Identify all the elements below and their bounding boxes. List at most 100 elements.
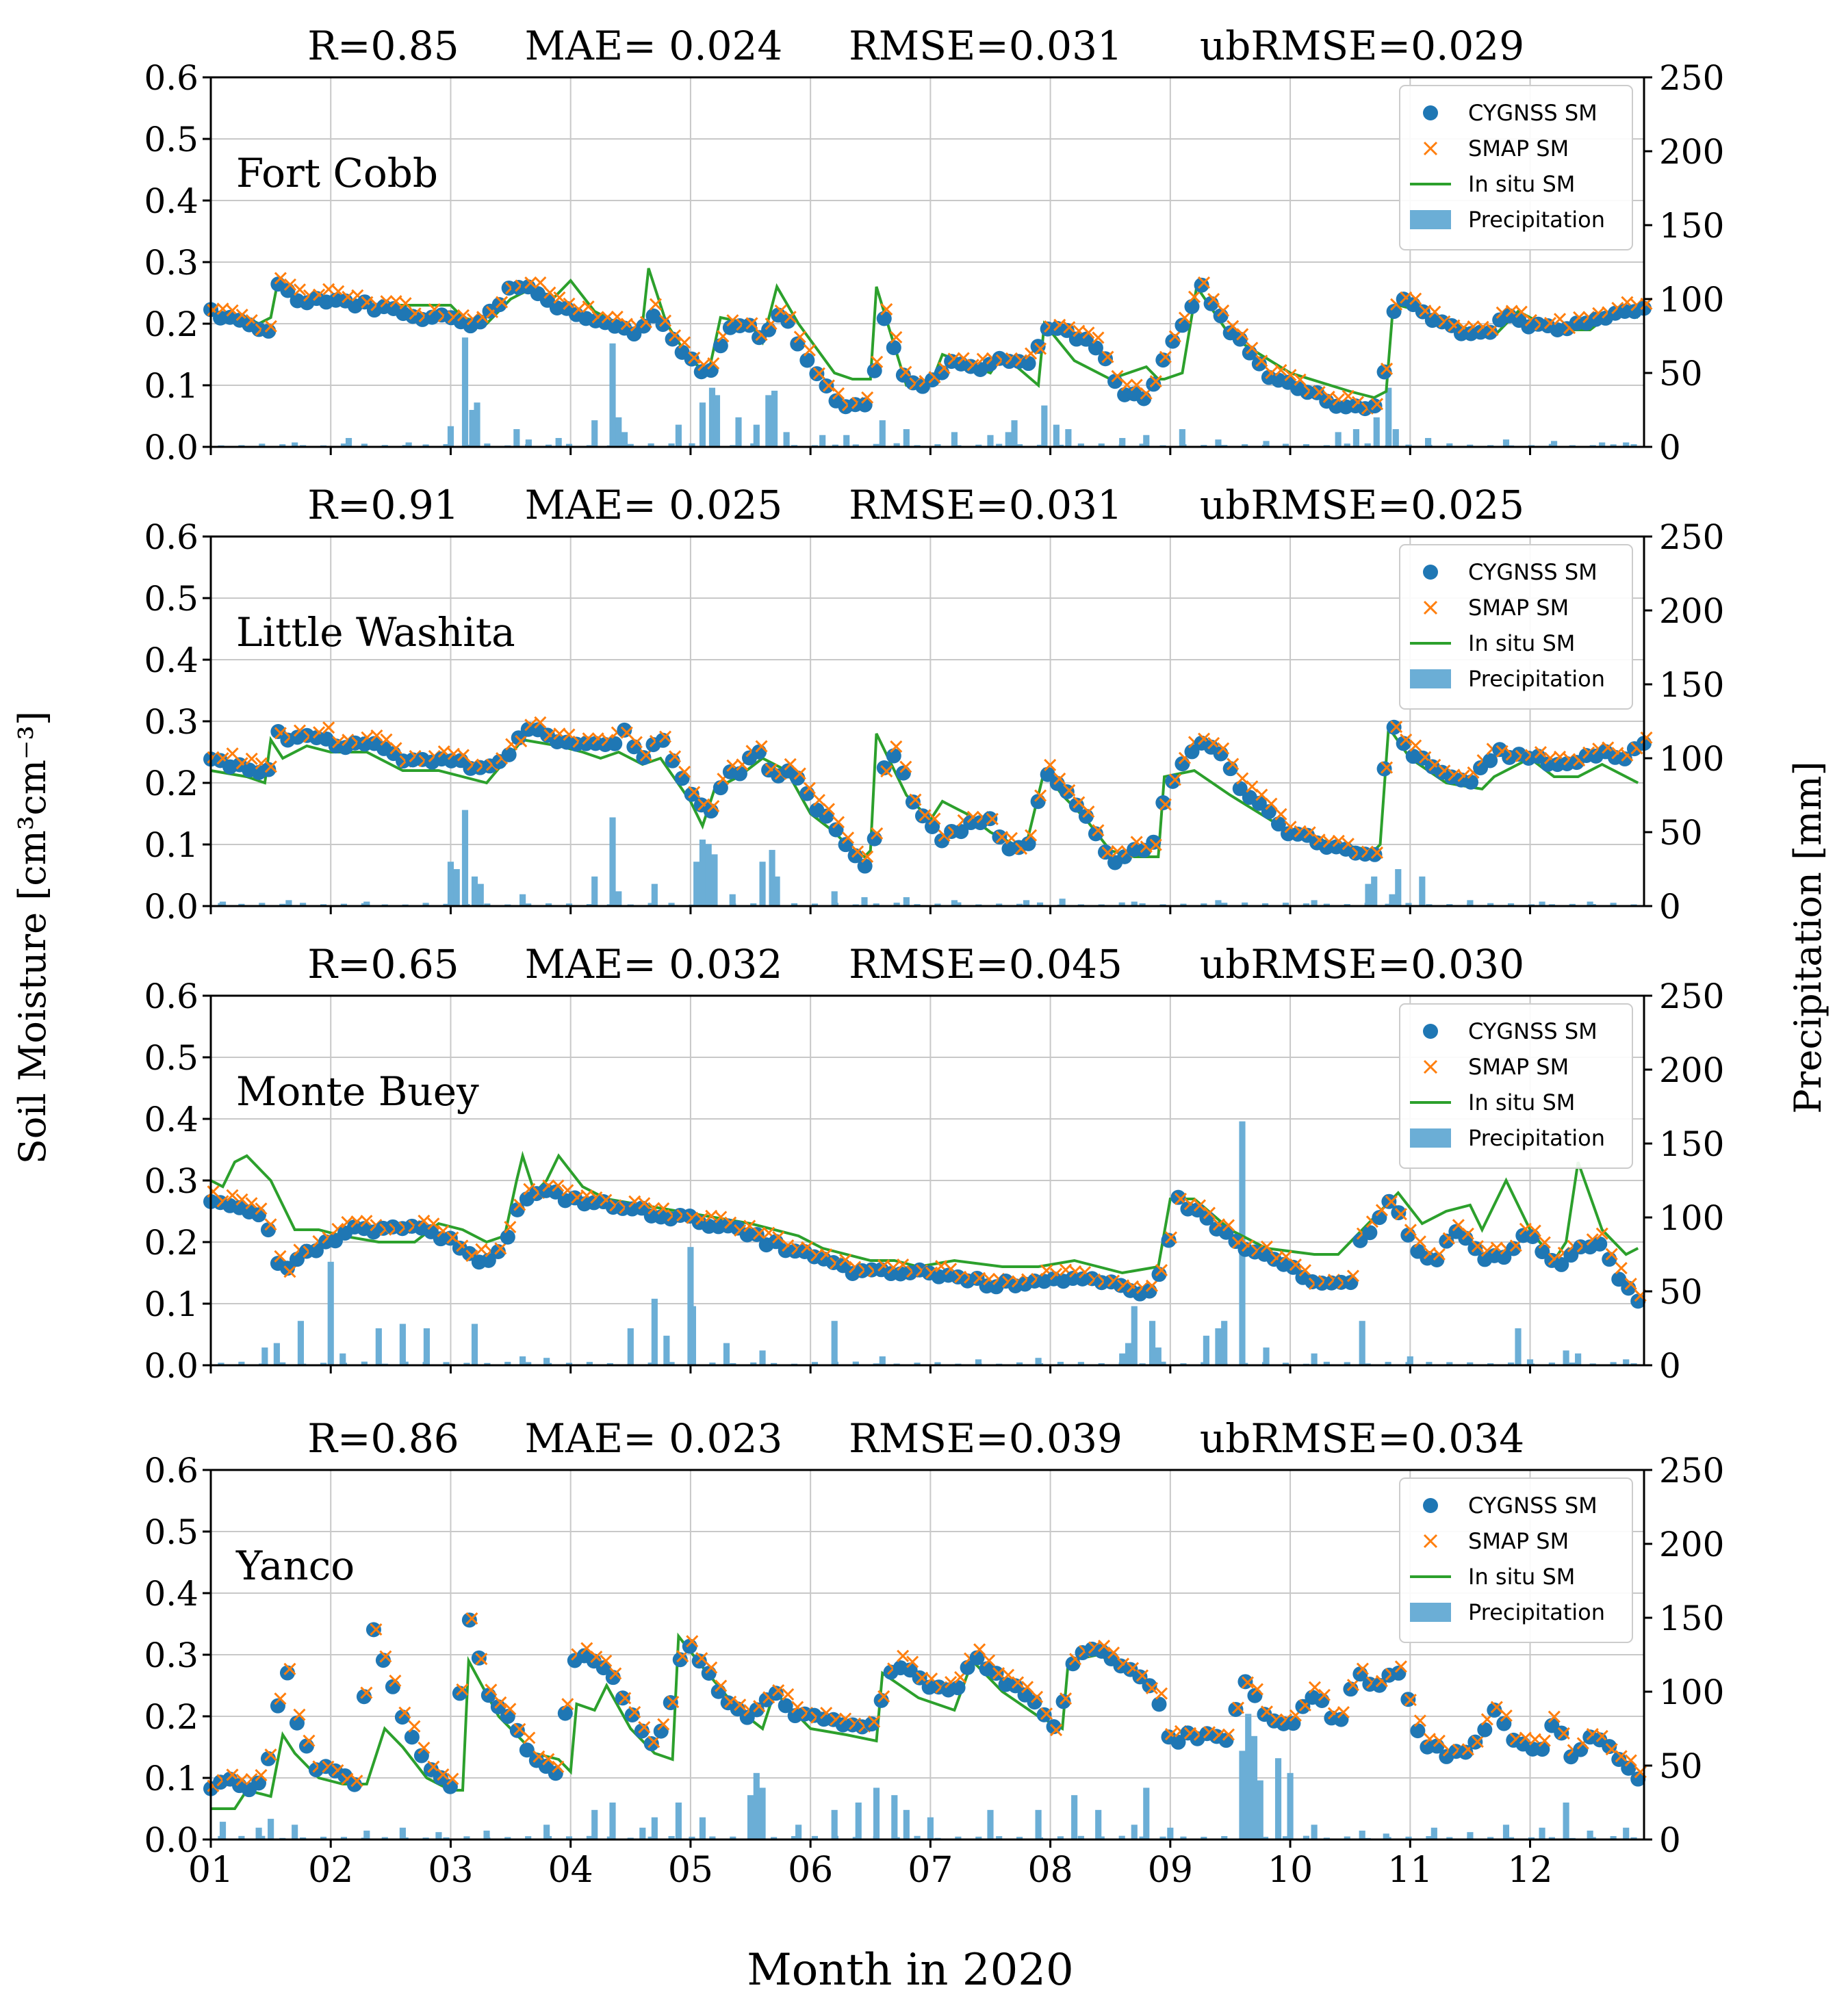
smap-point [669,329,682,342]
smap-point [1082,805,1095,818]
right-tick-label: 100 [1659,1198,1724,1238]
smap-point [647,1735,660,1748]
precip-bar [1242,902,1248,906]
cygnss-point [1630,1771,1646,1787]
smap-point [245,1197,258,1210]
precip-bar [1262,444,1269,447]
precip-bar [259,1835,266,1839]
precip-bar [1502,1824,1510,1839]
precip-bar [477,883,484,906]
smap-point [1433,1734,1446,1747]
precip-bar [1242,1835,1248,1839]
smap-point [350,1774,363,1787]
precip-bar [469,410,476,447]
precip-bar [218,1363,224,1365]
precip-bar [1623,442,1630,447]
cygnss-point [653,1723,669,1739]
smap-point [1595,1729,1608,1743]
smap-point [1149,375,1162,388]
precip-bar [443,903,450,906]
cygnss-point [867,831,882,847]
legend-label: CYGNSS SM [1468,1493,1597,1519]
precip-bar [1036,1363,1044,1365]
precip-bar [709,1836,716,1839]
precip-bar [1575,1353,1582,1365]
precip-bar [1446,443,1453,447]
precip-bar [934,444,941,447]
smap-point [1241,1676,1255,1689]
cygnss-point [1483,753,1498,769]
cygnss-point [1535,1244,1550,1260]
smap-point [745,317,758,330]
smap-point [1236,328,1249,341]
precip-bar [484,1363,491,1365]
precip-bar [463,1836,470,1839]
precip-bar [1359,1831,1365,1839]
cygnss-point [969,1650,985,1666]
smap-point [418,1214,431,1227]
precip-bar [1263,1347,1270,1365]
cygnss-point [1525,1229,1541,1245]
precip-bar [627,1328,634,1365]
month-tick-label: 04 [548,1850,593,1891]
cygnss-point [1592,1236,1608,1252]
precip-bar [1335,432,1342,447]
precip-bar [471,1324,478,1365]
month-tick-label: 12 [1507,1850,1552,1891]
precip-bar [1262,1362,1269,1365]
smap-point [264,320,277,333]
smap-point [782,1688,795,1701]
precip-bar [1623,1827,1630,1839]
precip-bar [689,1362,695,1365]
precip-bar [606,1363,613,1365]
smap-point [475,1653,488,1666]
precip-bar [759,862,766,906]
stat-mae: MAE= 0.024 [525,23,783,69]
precip-bar [1385,387,1392,447]
precip-bar [832,444,838,447]
smap-point [542,1753,555,1766]
precip-bar [443,1837,450,1839]
cygnss-point [261,323,277,339]
smap-point [274,272,287,285]
precip-bar [759,1787,766,1839]
precip-bar [300,1837,307,1839]
precip-bar [996,1836,1003,1839]
precip-bar [219,1822,227,1839]
precip-bar [832,903,838,906]
smap-point [465,1612,478,1625]
smap-point [1164,1231,1178,1244]
precip-bar [453,869,460,906]
smap-point [1380,761,1394,774]
precip-bar [1446,1837,1453,1839]
precip-bar [1159,1836,1166,1839]
precip-bar [218,1835,224,1839]
cygnss-point [1463,774,1479,790]
cygnss-point [950,1680,966,1696]
cygnss-point [480,1688,496,1703]
right-tick-label: 250 [1659,977,1724,1016]
smap-point [303,1734,316,1747]
smap-point [427,1217,440,1230]
precip-bar [1389,894,1396,906]
smap-point [1394,1208,1407,1221]
precip-bar [297,1321,304,1365]
smap-point [841,831,855,844]
precip-bar [975,444,982,447]
cygnss-point [1165,333,1181,349]
cygnss-point [1381,1193,1397,1209]
precip-bar [1263,441,1270,447]
precip-bar [327,1261,334,1365]
smap-point [1337,1705,1350,1719]
smap-point [1092,824,1105,837]
smap-point [1394,1660,1407,1673]
precip-bar [1610,444,1617,447]
cygnss-point [799,352,815,368]
cygnss-point [595,1660,611,1676]
precip-bar [753,424,760,447]
right-tick-label: 50 [1659,813,1703,853]
precip-bar [879,420,886,447]
legend-smap-marker [1423,141,1438,156]
cygnss-point [682,1638,697,1654]
cygnss-point [799,786,815,801]
